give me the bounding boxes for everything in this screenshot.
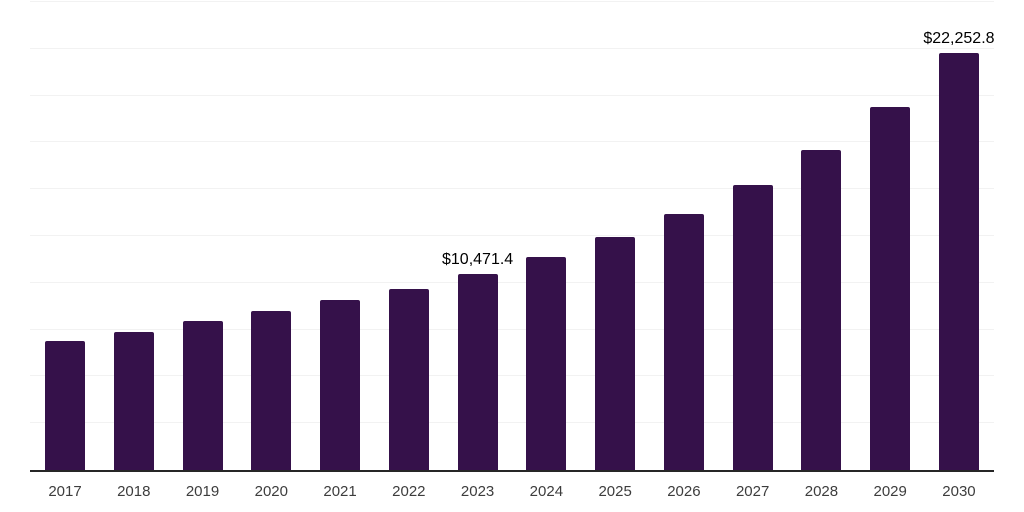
x-tick-2030: 2030 — [942, 483, 976, 500]
gridline — [30, 375, 994, 377]
gridline — [30, 94, 994, 96]
x-tick-2024: 2024 — [529, 483, 564, 500]
bar-2023 — [457, 273, 498, 470]
bar-column-2028: 2028 — [801, 2, 842, 499]
bar-column-2027: 2027 — [732, 2, 773, 499]
bar-2020 — [251, 310, 292, 470]
data-label-2030: $22,252.8 — [923, 30, 995, 48]
bar-2022 — [388, 288, 429, 470]
data-label-2023: $10,471.4 — [442, 250, 514, 268]
gridline — [30, 141, 994, 143]
gridline — [30, 281, 994, 283]
bar-column-2024: 2024 — [526, 2, 567, 499]
x-tick-2023: 2023 — [460, 483, 495, 500]
x-tick-2019: 2019 — [185, 483, 220, 500]
x-tick-2029: 2029 — [873, 483, 907, 500]
bar-2017 — [45, 341, 85, 470]
bar-column-2025: 2025 — [595, 2, 636, 499]
bar-2018 — [113, 331, 154, 470]
bar-column-2026: 2026 — [663, 2, 704, 499]
bar-2026 — [663, 214, 704, 470]
bar-2021 — [320, 300, 361, 470]
x-tick-2027: 2027 — [735, 483, 770, 500]
x-axis-line — [30, 470, 994, 472]
x-tick-2017: 2017 — [48, 483, 82, 500]
bar-column-2018: 2018 — [113, 2, 154, 499]
plot-area: 2017 2018 2019 2020 2021 2022 2023 $10,471.4 202… — [30, 1, 995, 499]
x-tick-2026: 2026 — [667, 483, 701, 500]
gridline — [30, 235, 994, 236]
bar-2027 — [732, 184, 773, 470]
x-tick-2018: 2018 — [117, 483, 151, 500]
x-tick-2022: 2022 — [392, 483, 426, 500]
bar-2024 — [526, 257, 567, 470]
x-tick-2020: 2020 — [254, 483, 288, 500]
bar-2019 — [182, 321, 223, 470]
bar-column-2017: 2017 — [45, 2, 85, 499]
x-tick-2028: 2028 — [804, 483, 839, 500]
bar-column-2021: 2021 — [320, 2, 361, 499]
bar-2030 — [938, 53, 979, 470]
bar-column-2020: 2020 — [251, 2, 292, 499]
bar-2029 — [870, 106, 911, 470]
gridline — [30, 422, 994, 424]
bar-column-2030: 2030 $22,252.8 — [923, 2, 994, 499]
bar-column-2029: 2029 — [870, 2, 911, 499]
bar-column-2019: 2019 — [182, 2, 223, 499]
bar-2028 — [801, 150, 842, 470]
gridline — [30, 1, 994, 2]
bar-column-2022: 2022 — [388, 2, 429, 499]
bar-2025 — [595, 236, 636, 470]
x-tick-2025: 2025 — [598, 483, 632, 500]
gridline — [30, 47, 994, 49]
bar-column-2023: 2023 $10,471.4 — [442, 2, 513, 499]
x-tick-2021: 2021 — [323, 483, 357, 500]
gridline — [30, 188, 994, 190]
gridline — [30, 328, 994, 330]
bars-container: 2017 2018 2019 2020 2021 2022 2023 $10,471.4 202… — [30, 2, 995, 499]
